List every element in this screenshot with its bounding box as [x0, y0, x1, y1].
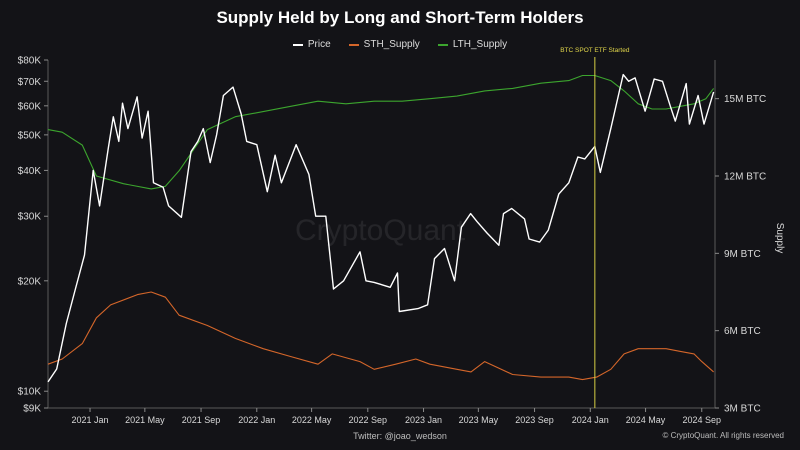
- left-tick-label: $70K: [18, 77, 42, 88]
- legend-item-price[interactable]: Price: [292, 39, 331, 50]
- twitter-credit: Twitter: @joao_wedson: [353, 431, 447, 441]
- x-tick-label: 2021 Jan: [72, 415, 109, 425]
- series-layer: [47, 73, 715, 383]
- x-tick-label: 2024 Jan: [572, 415, 609, 425]
- annotation-layer: BTC SPOT ETF Started: [560, 47, 630, 408]
- right-tick-label: 9M BTC: [724, 249, 761, 260]
- legend-swatch-price: [292, 43, 303, 46]
- legend-label-price: Price: [307, 39, 331, 50]
- x-tick-label: 2021 May: [125, 415, 165, 425]
- legend-swatch-lth-supply: [437, 43, 448, 46]
- right-tick-label: 12M BTC: [724, 172, 766, 183]
- left-tick-label: $40K: [18, 166, 42, 177]
- x-tick-label: 2023 Sep: [515, 415, 554, 425]
- chart-title: Supply Held by Long and Short-Term Holde…: [216, 8, 584, 27]
- legend-item-sth-supply[interactable]: STH_Supply: [348, 39, 420, 50]
- series-line-lth-supply: [47, 74, 715, 190]
- right-tick-label: 15M BTC: [724, 94, 766, 105]
- legend-label-lth-supply: LTH_Supply: [452, 39, 508, 50]
- x-tick-label: 2022 Sep: [349, 415, 388, 425]
- series-line-sth-supply: [47, 291, 714, 381]
- x-tick-label: 2021 Sep: [182, 415, 221, 425]
- left-tick-label: $80K: [18, 56, 42, 67]
- legend-label-sth-supply: STH_Supply: [363, 39, 420, 50]
- x-tick-label: 2023 Jan: [405, 415, 442, 425]
- left-tick-label: $60K: [18, 101, 42, 112]
- x-tick-label: 2022 May: [292, 415, 332, 425]
- right-tick-label: 3M BTC: [724, 404, 761, 415]
- legend-item-lth-supply[interactable]: LTH_Supply: [437, 39, 508, 50]
- chart-legend: Price STH_Supply LTH_Supply: [0, 39, 800, 50]
- left-tick-label: $50K: [18, 130, 42, 141]
- left-tick-label: $10K: [18, 387, 42, 398]
- x-tick-label: 2023 May: [459, 415, 499, 425]
- left-tick-label: $30K: [18, 212, 42, 223]
- watermark-text: CryptoQuant: [295, 214, 466, 247]
- x-tick-label: 2024 Sep: [682, 415, 721, 425]
- series-line-price: [47, 73, 715, 383]
- right-tick-label: 6M BTC: [724, 326, 761, 337]
- copyright-notice: © CryptoQuant. All rights reserved: [662, 431, 785, 440]
- etf-event-label: BTC SPOT ETF Started: [560, 47, 630, 54]
- x-tick-label: 2024 May: [626, 415, 666, 425]
- legend-swatch-sth-supply: [348, 43, 359, 46]
- right-axis-title: Supply: [774, 223, 785, 254]
- left-tick-label: $9K: [23, 404, 41, 415]
- x-tick-label: 2022 Jan: [238, 415, 275, 425]
- axes-layer: $9K $10K $20K $30K $40K $50K $60K $70K $80K 3M BT…: [18, 56, 785, 426]
- left-tick-label: $20K: [18, 276, 42, 287]
